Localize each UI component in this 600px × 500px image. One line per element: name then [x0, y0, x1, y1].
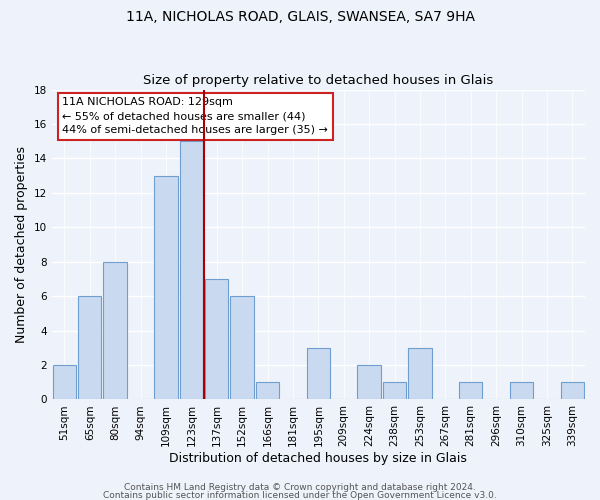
Bar	[307, 348, 330, 400]
Text: 11A NICHOLAS ROAD: 129sqm
← 55% of detached houses are smaller (44)
44% of semi-: 11A NICHOLAS ROAD: 129sqm ← 55% of detac…	[62, 98, 328, 136]
Bar	[510, 382, 533, 400]
X-axis label: Distribution of detached houses by size in Glais: Distribution of detached houses by size …	[169, 452, 467, 465]
Text: Contains HM Land Registry data © Crown copyright and database right 2024.: Contains HM Land Registry data © Crown c…	[124, 484, 476, 492]
Bar	[205, 279, 229, 400]
Text: 11A, NICHOLAS ROAD, GLAIS, SWANSEA, SA7 9HA: 11A, NICHOLAS ROAD, GLAIS, SWANSEA, SA7 …	[125, 10, 475, 24]
Bar	[383, 382, 406, 400]
Bar	[230, 296, 254, 400]
Y-axis label: Number of detached properties: Number of detached properties	[15, 146, 28, 343]
Text: Contains public sector information licensed under the Open Government Licence v3: Contains public sector information licen…	[103, 490, 497, 500]
Bar	[256, 382, 279, 400]
Bar	[103, 262, 127, 400]
Bar	[358, 365, 381, 400]
Bar	[560, 382, 584, 400]
Bar	[459, 382, 482, 400]
Bar	[408, 348, 431, 400]
Bar	[179, 141, 203, 400]
Title: Size of property relative to detached houses in Glais: Size of property relative to detached ho…	[143, 74, 493, 87]
Bar	[78, 296, 101, 400]
Bar	[154, 176, 178, 400]
Bar	[53, 365, 76, 400]
